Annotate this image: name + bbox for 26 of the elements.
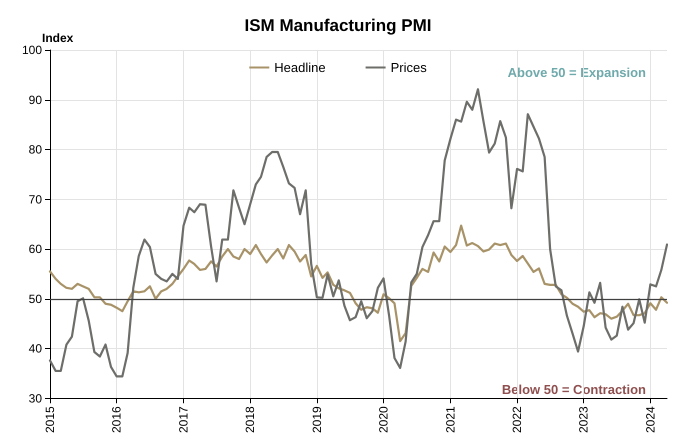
x-tick-label: 2021 <box>443 406 458 434</box>
x-tick-label: 2018 <box>243 406 258 434</box>
x-tick-label: 2017 <box>176 406 191 434</box>
y-tick-label: 50 <box>28 292 42 306</box>
x-tick-label: 2015 <box>43 406 57 434</box>
y-tick-label: 100 <box>22 43 42 57</box>
annotation: Below 50 = Contraction <box>502 382 646 397</box>
y-tick-label: 80 <box>28 142 42 157</box>
y-tick-label: 70 <box>28 192 42 206</box>
line-series <box>48 88 668 378</box>
x-tick-label: 2019 <box>310 406 324 434</box>
x-tick-label: 2020 <box>376 406 391 434</box>
y-tick-label: 40 <box>28 342 42 356</box>
legend-label: Prices <box>390 60 428 75</box>
x-tick-label: 2023 <box>576 406 591 434</box>
legend-label: Headline <box>274 60 326 75</box>
y-tick-label: 30 <box>28 391 42 406</box>
x-tick-label: 2022 <box>510 406 524 434</box>
line-series <box>48 224 668 342</box>
y-tick-label: 90 <box>28 92 42 107</box>
chart-title: ISM Manufacturing PMI <box>244 16 432 35</box>
x-tick-label: 2016 <box>110 406 124 434</box>
y-tick-label: 60 <box>28 242 42 256</box>
y-axis-title: Index <box>42 31 74 45</box>
x-tick-label: 2024 <box>643 406 658 434</box>
annotation: Above 50 = Expansion <box>508 65 646 80</box>
